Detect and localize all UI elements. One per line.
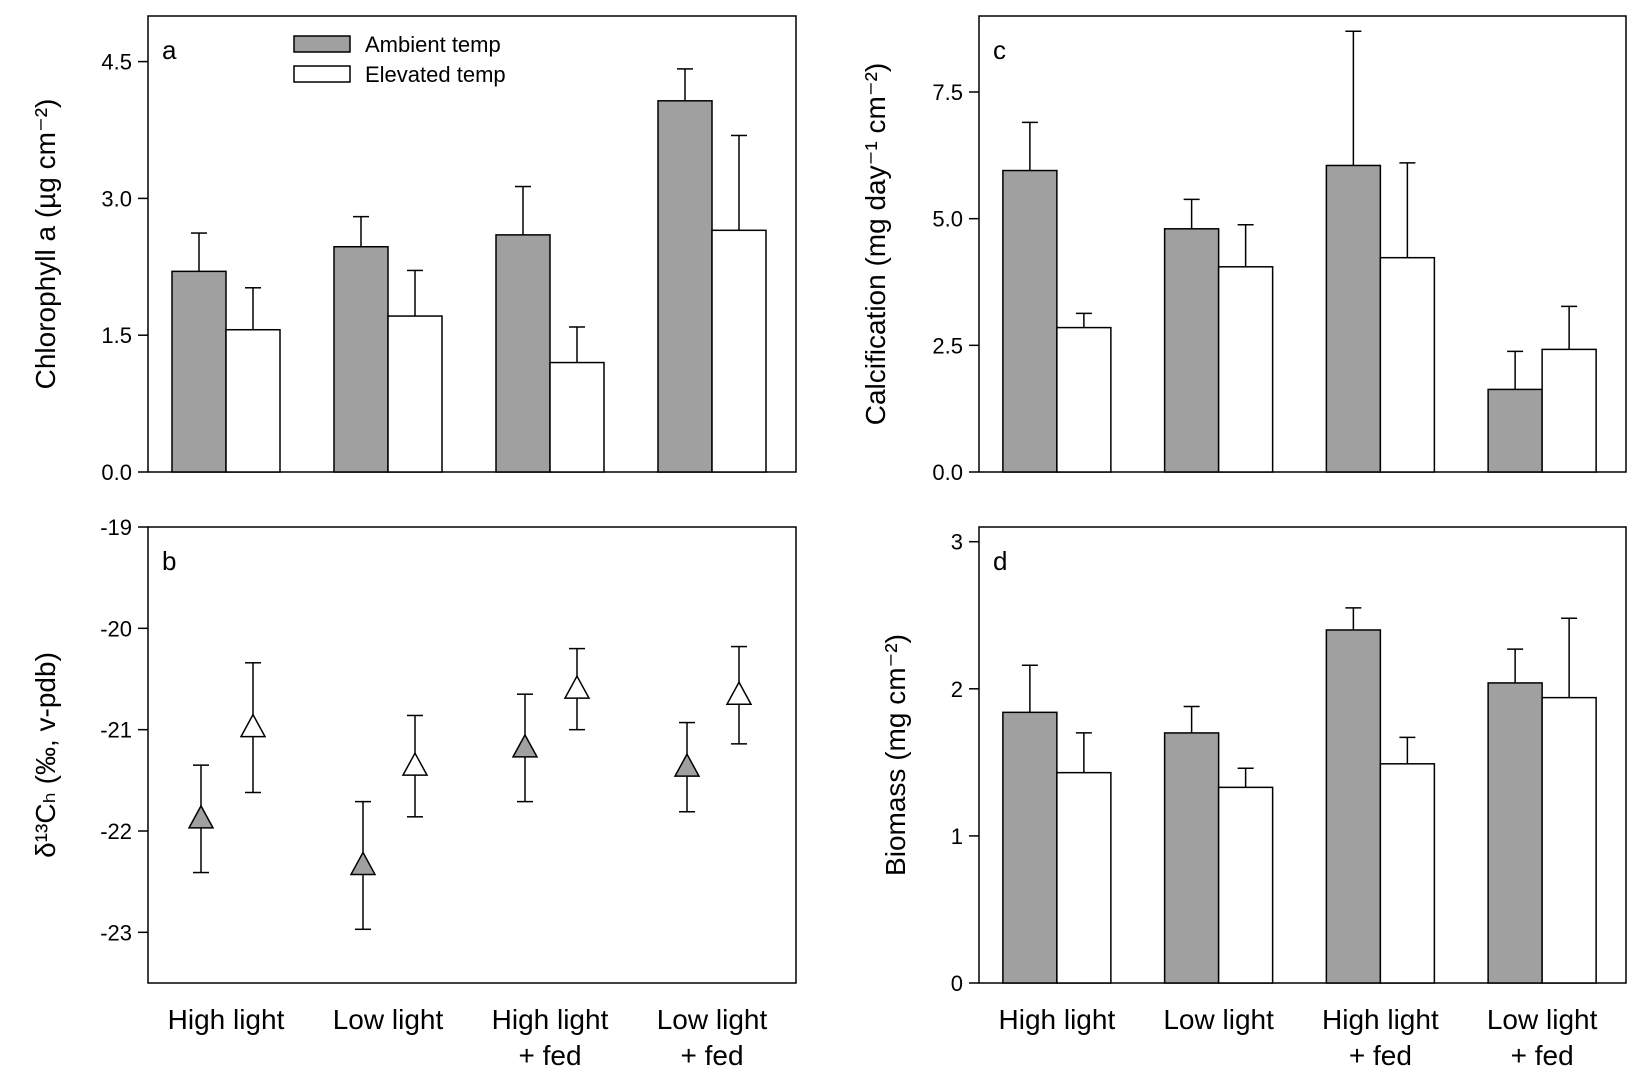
bar-ambient-3 [495,234,551,473]
panel-a: 0.0 1.5 3.0 4.5 a Chlorophyll a (µg cm⁻²) Ambi… [30,15,797,485]
panel-b: -19 -20 -21 -22 -23 b δ¹³Cₕ (‰, v-pdb) High lig… [30,515,797,1071]
y-tick-label: 0.0 [932,460,963,485]
point-elevated-1 [239,713,267,738]
bar-elevated-4 [1541,348,1597,473]
legend-label-ambient: Ambient temp [365,32,501,57]
y-tick-label: 0 [951,971,963,996]
category-label: + fed [518,1040,581,1071]
y-tick-label: 4.5 [101,50,132,75]
panel-letter: c [993,35,1006,65]
bar-elevated-2 [1217,786,1274,984]
y-tick-label: -19 [100,515,132,540]
bar-ambient-1 [1002,169,1058,473]
legend: Ambient temp Elevated temp [293,32,506,87]
category-label: High light [999,1004,1116,1035]
panel-c: 0.0 2.5 5.0 7.5 c Calcification (mg day⁻¹ cm⁻… [860,15,1627,485]
y-axis-label: Chlorophyll a (µg cm⁻²) [30,99,61,390]
plot-frame [147,526,797,984]
plot-frame [978,526,1627,984]
y-tick-label: 5.0 [932,207,963,232]
panel-letter: a [162,35,177,65]
legend-label-elevated: Elevated temp [365,62,506,87]
y-tick-label: 1.5 [101,323,132,348]
category-label: + fed [1511,1040,1574,1071]
category-label: Low light [333,1004,444,1035]
category-label: High light [1322,1004,1439,1035]
bar-ambient-1 [1002,711,1058,984]
y-tick-label: -22 [100,819,132,844]
bar-ambient-1 [171,270,227,473]
bar-ambient-4 [657,100,713,473]
y-tick-label: 3.0 [101,186,132,211]
category-label: High light [168,1004,285,1035]
y-tick-label: 0.0 [101,460,132,485]
y-tick-label: 3 [951,530,963,555]
y-tick-label: 2.5 [932,333,963,358]
bar-elevated-4 [711,229,767,473]
category-label: Low light [1163,1004,1274,1035]
point-ambient-2 [349,850,377,876]
bar-elevated-3 [1379,763,1436,984]
panel-letter: d [993,546,1007,576]
y-tick-label: 1 [951,824,963,849]
y-tick-label: 2 [951,677,963,702]
legend-swatch-elevated [293,65,351,83]
bar-elevated-3 [549,361,605,473]
plot-frame [147,15,797,473]
point-elevated-4 [725,680,753,705]
panel-d: 0 1 2 3 d Biomass (mg cm⁻²) High light Low ligh… [880,526,1627,1071]
bar-ambient-4 [1487,388,1543,473]
point-elevated-2 [401,751,429,776]
bar-ambient-2 [1163,228,1220,473]
y-axis-label: Biomass (mg cm⁻²) [880,634,911,876]
category-label: Low light [1487,1004,1598,1035]
point-ambient-1 [187,804,215,829]
category-label: + fed [680,1040,743,1071]
bar-elevated-1 [1056,326,1112,473]
y-tick-label: -20 [100,616,132,641]
plot-frame [978,15,1627,473]
bar-ambient-3 [1325,629,1382,984]
y-axis-label: Calcification (mg day⁻¹ cm⁻²) [860,63,891,426]
category-label: High light [492,1004,609,1035]
y-axis-label: δ¹³Cₕ (‰, v-pdb) [30,652,61,858]
bar-elevated-4 [1541,696,1597,984]
bar-ambient-2 [1163,732,1220,984]
point-ambient-4 [673,752,701,777]
bar-elevated-1 [1056,771,1112,984]
point-elevated-3 [563,674,591,699]
category-label: + fed [1349,1040,1412,1071]
legend-swatch-ambient [293,35,351,53]
bar-ambient-4 [1487,682,1543,984]
bar-elevated-2 [387,315,443,473]
bar-ambient-3 [1325,164,1382,473]
y-tick-label: 7.5 [932,80,963,105]
point-ambient-3 [511,733,539,758]
y-tick-label: -21 [100,718,132,743]
bar-elevated-1 [225,328,281,473]
panel-letter: b [162,546,176,576]
bar-elevated-3 [1379,256,1436,473]
y-tick-label: -23 [100,920,132,945]
bar-elevated-2 [1217,266,1274,473]
category-label: Low light [657,1004,768,1035]
bar-ambient-2 [333,245,389,473]
